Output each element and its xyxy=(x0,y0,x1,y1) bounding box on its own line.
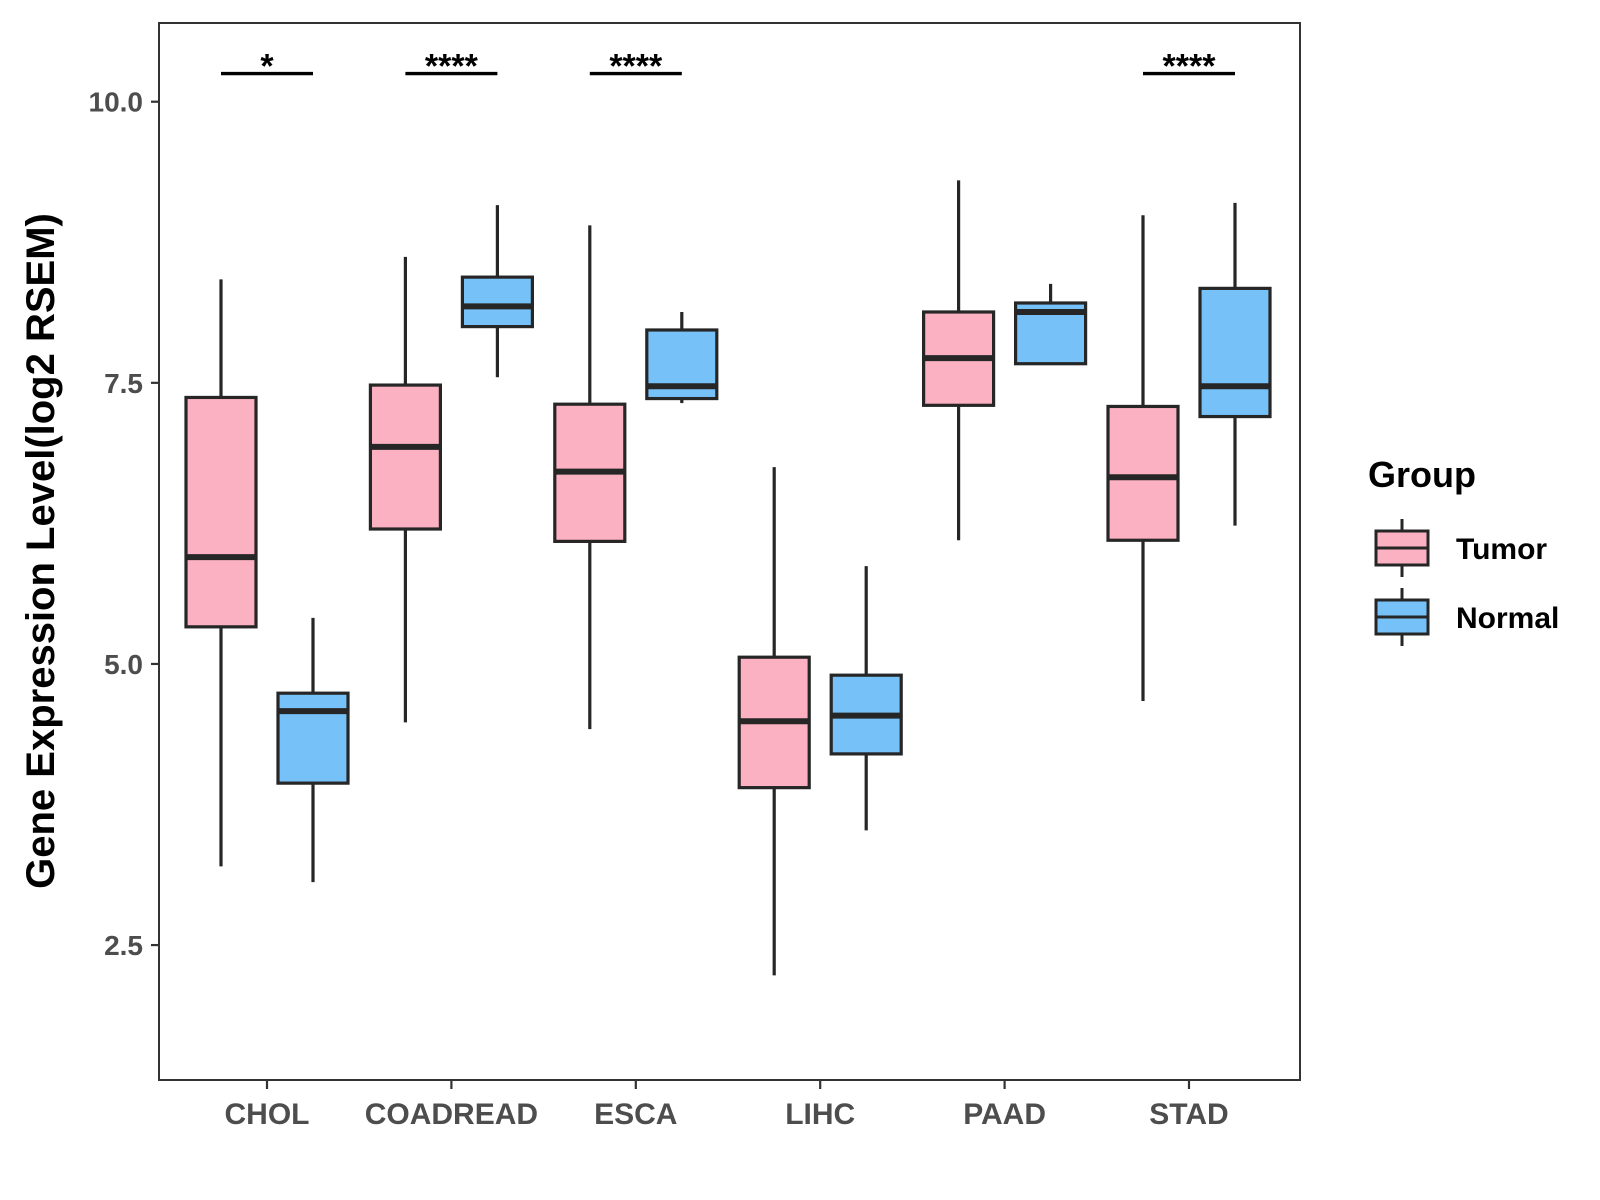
box-tumor-chol xyxy=(184,279,258,867)
x-tick-label: COADREAD xyxy=(365,1098,538,1131)
box-normal-stad xyxy=(1198,202,1272,526)
y-tick-label: 10.0 xyxy=(89,87,144,118)
x-tick-label: LIHC xyxy=(785,1098,855,1131)
legend-item-normal: Normal xyxy=(1374,588,1559,646)
box-iqr xyxy=(276,691,350,785)
y-tick-label: 7.5 xyxy=(104,368,143,399)
box-tumor-stad xyxy=(1106,215,1180,702)
box-iqr xyxy=(368,383,442,531)
box-iqr xyxy=(1106,404,1180,542)
box-normal-chol xyxy=(276,617,350,883)
significance-label: **** xyxy=(609,48,663,86)
box-iqr xyxy=(460,275,534,329)
y-tick-label: 2.5 xyxy=(104,930,143,961)
legend-title: Group xyxy=(1368,454,1476,495)
x-tick-label: PAAD xyxy=(963,1098,1046,1131)
x-tick-label: STAD xyxy=(1149,1098,1228,1131)
box-iqr xyxy=(184,395,258,629)
x-axis: CHOL COADREAD ESCA LIHC PAAD STAD xyxy=(225,1080,1229,1131)
box-iqr xyxy=(1198,286,1272,419)
x-tick-label: CHOL xyxy=(225,1098,310,1131)
significance-label: **** xyxy=(425,48,479,86)
box-normal-esca xyxy=(645,311,719,404)
y-tick-label: 5.0 xyxy=(104,649,143,680)
box-normal-paad xyxy=(1013,283,1088,366)
legend-label: Tumor xyxy=(1456,533,1547,566)
legend-label: Normal xyxy=(1456,602,1559,635)
y-axis-title: Gene Expression Level(log2 RSEM) xyxy=(19,213,63,889)
box-tumor-esca xyxy=(553,225,627,730)
panel-border xyxy=(158,22,1301,1081)
significance-label: * xyxy=(260,48,274,86)
box-tumor-paad xyxy=(921,180,996,541)
y-axis: 2.5 5.0 7.5 10.0 xyxy=(89,87,159,961)
box-normal-lihc xyxy=(829,566,903,831)
box-tumor-coadread xyxy=(368,256,442,723)
x-tick-label: ESCA xyxy=(594,1098,677,1131)
box-normal-coadread xyxy=(460,205,534,378)
legend-item-tumor: Tumor xyxy=(1374,519,1547,577)
significance-label: **** xyxy=(1163,48,1217,86)
box-series xyxy=(184,180,1272,976)
box-tumor-lihc xyxy=(737,467,811,976)
significance-annotations: * **** **** **** xyxy=(221,48,1235,86)
legend: Group Tumor Normal xyxy=(1368,454,1559,646)
